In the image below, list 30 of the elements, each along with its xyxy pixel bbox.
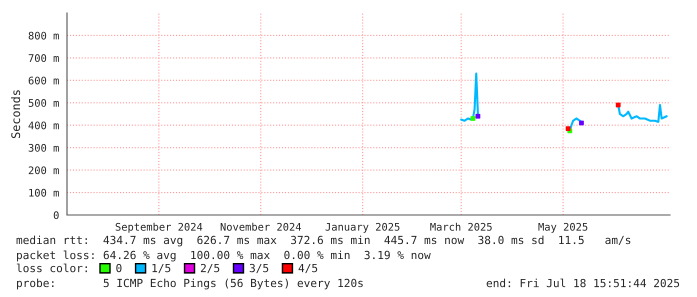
legend-label: 3/5 [250, 264, 268, 274]
y-tick-label: 500 m [28, 99, 59, 107]
legend-label: 1/5 [152, 264, 170, 274]
point [470, 116, 476, 121]
legend-label: 2/5 [200, 264, 220, 274]
x-tick-label: November 2024 [220, 222, 302, 231]
y-tick-label: 100 m [29, 188, 59, 197]
x-tick-label: January 2025 [326, 222, 400, 233]
text: median rtt: 434.7 ms avg 626.7 ms max 372.6 ms min 445.7 ms now 38.0 ms sd 11.5 am/s [16, 236, 630, 246]
y-tick-label: 200 m [28, 166, 59, 174]
y-axis-title: Seconds [11, 90, 20, 138]
legend-title: loss color: [16, 264, 87, 272]
text: packet loss: 64.26 % avg 100.00 % max 0.00 % min 3.19 % now [17, 250, 431, 262]
legend-label: 0 [116, 264, 122, 272]
legend-label: 4/5 [298, 264, 318, 274]
y-tick-label: 0 [54, 211, 59, 220]
point [579, 120, 584, 126]
y-tick-label: 800 m [28, 32, 59, 40]
x-tick-label: March 2025 [430, 222, 492, 231]
x-tick-label: September 2024 [116, 222, 202, 233]
y-tick-label: 600 m [28, 76, 59, 84]
y-tick-label: 700 m [28, 54, 59, 62]
x-tick-label: May 2025 [538, 222, 588, 233]
point [566, 126, 571, 131]
text: end: Fri Jul 18 15:51:44 2025 [486, 278, 680, 288]
y-tick-label: 300 m [28, 144, 59, 152]
y-tick-label: 400 m [28, 121, 59, 130]
point [476, 114, 480, 119]
text: probe: 5 ICMP Echo Pings (56 Bytes) every 120s [17, 278, 363, 290]
point [616, 102, 621, 108]
